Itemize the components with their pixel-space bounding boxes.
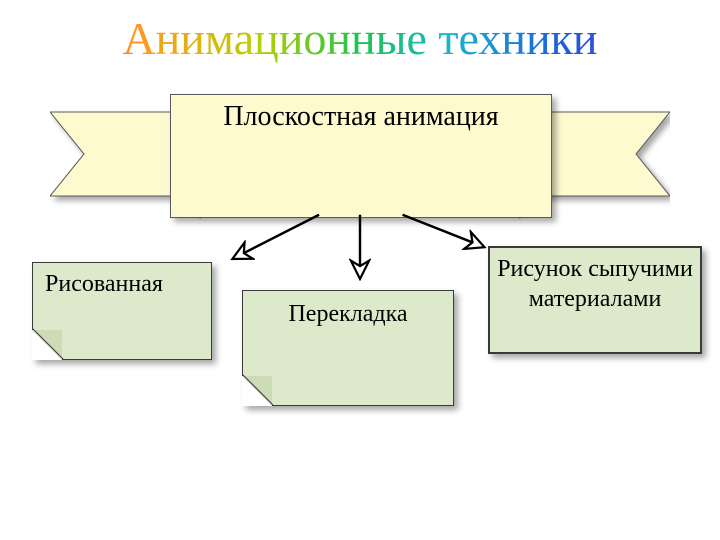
note-right-label: Рисунок сыпучими материалами (490, 254, 700, 314)
fold-icon (32, 330, 62, 360)
note-mid-label: Перекладка (243, 301, 453, 328)
page-title: Анимационные техники (0, 12, 720, 65)
note-right: Рисунок сыпучими материалами (488, 246, 702, 354)
note-left-label: Рисованная (45, 271, 163, 298)
arrow-left-icon (236, 215, 319, 258)
note-mid: Перекладка (242, 290, 454, 406)
banner-label: Плоскостная анимация (171, 101, 551, 133)
arrow-right-icon (403, 215, 482, 246)
fold-icon (242, 376, 272, 406)
diagram-stage: Анимационные техники Плоскостная анимаци… (0, 0, 720, 540)
note-left: Рисованная (32, 262, 212, 360)
